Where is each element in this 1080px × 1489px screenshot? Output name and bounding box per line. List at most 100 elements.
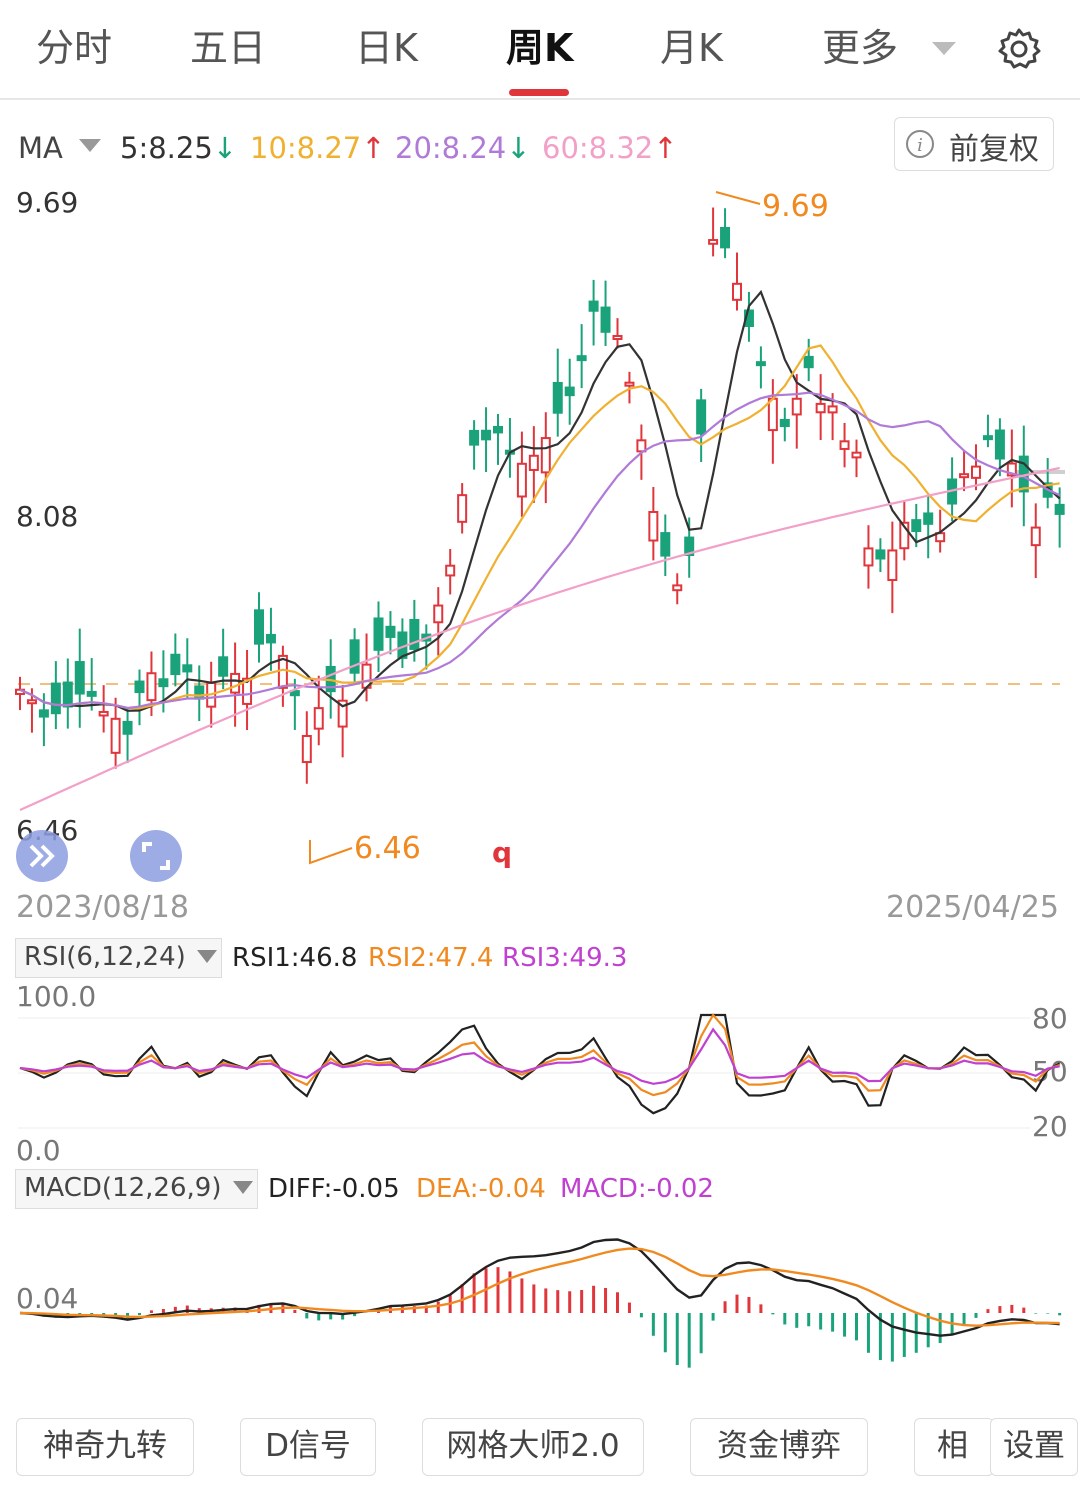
more-dropdown-icon[interactable] (930, 40, 958, 58)
candle-body (851, 451, 862, 459)
candle-body (755, 361, 766, 367)
candle-body (564, 386, 575, 397)
rsi-axis-top: 100.0 (16, 980, 97, 1013)
candle-body (62, 681, 73, 708)
ma20-value: 20:8.24↓ (395, 131, 531, 165)
candle-body (122, 720, 133, 735)
candle-body (672, 584, 683, 592)
rsi-chart[interactable] (0, 1010, 1080, 1140)
ma-dropdown-icon[interactable] (78, 138, 102, 154)
grid-master-button[interactable]: 网格大师2.0 (422, 1418, 644, 1476)
candle-body (493, 425, 503, 434)
candle-body (899, 521, 910, 550)
candle-body (588, 300, 599, 312)
candle-body (959, 473, 970, 479)
weekly-k-chart[interactable]: 9.69 6.46 q (0, 180, 1080, 880)
candle-body (624, 381, 635, 387)
candle-body (720, 226, 731, 249)
candle-body (74, 661, 85, 695)
candle-body (481, 429, 492, 441)
candle-body (313, 707, 324, 730)
diff-line (19, 1238, 1060, 1337)
candle-body (86, 690, 97, 697)
ma10-value: 10:8.27↑ (250, 131, 386, 165)
settings-button[interactable]: 设置 (990, 1418, 1078, 1476)
expand-sidebar-button[interactable] (16, 830, 68, 882)
candle-body (696, 399, 707, 435)
candle-body (875, 549, 886, 560)
candle-body (158, 678, 169, 688)
rsi2-value: RSI2:47.4 (368, 943, 494, 973)
candle-body (1054, 503, 1065, 515)
candles (15, 207, 1065, 784)
candle-body (732, 282, 742, 301)
candle-body (38, 709, 49, 718)
tab-monthly-k[interactable]: 月K (660, 26, 723, 70)
candle-body (254, 609, 264, 645)
rsi-dropdown-icon (197, 950, 217, 963)
candle-body (265, 633, 276, 644)
fund-game-button[interactable]: 资金博弈 (690, 1418, 868, 1476)
candle-body (923, 512, 934, 525)
ma60-value: 60:8.32↑ (542, 131, 678, 165)
candle-body (803, 355, 814, 369)
price-axis-mid: 8.08 (16, 500, 79, 533)
fullscreen-button[interactable] (130, 830, 182, 882)
tab-weekly-k[interactable]: 周K (506, 26, 574, 70)
tab-more[interactable]: 更多 (822, 26, 899, 70)
candle-body (863, 547, 874, 567)
gear-icon[interactable] (996, 26, 1042, 72)
candle-body (457, 494, 468, 523)
candle-body (528, 454, 539, 471)
rsi1-value: RSI1:46.8 (232, 943, 358, 973)
d-signal-button[interactable]: D信号 (240, 1418, 376, 1476)
rsi-selector[interactable]: RSI(6,12,24) (15, 938, 222, 978)
macd-selector[interactable]: MACD(12,26,9) (15, 1169, 258, 1209)
candle-body (289, 690, 300, 697)
candle-body (469, 429, 480, 446)
magic-nine-button[interactable]: 神奇九转 (16, 1418, 194, 1476)
start-date: 2023/08/18 (16, 890, 189, 925)
tab-five-day[interactable]: 五日 (190, 26, 267, 70)
candle-body (779, 418, 790, 428)
candle-body (516, 462, 527, 498)
price-adjust-button[interactable]: i 前复权 (894, 117, 1054, 171)
candle-body (218, 656, 229, 677)
candle-body (994, 429, 1005, 460)
candle-body (182, 664, 193, 673)
rsi-axis-bottom: 0.0 (16, 1134, 61, 1167)
candle-body (971, 465, 981, 479)
ma-lines (19, 289, 1061, 812)
candle-body (26, 699, 37, 705)
diff-value: DIFF:-0.05 (268, 1174, 400, 1204)
candle-body (1006, 462, 1017, 477)
candle-body (349, 639, 360, 674)
macd-axis-label: 0.04 (16, 1282, 79, 1315)
ma10-line (19, 344, 1060, 710)
high-annotation: 9.69 (762, 189, 829, 224)
ma60-line (19, 466, 1060, 812)
macd-chart[interactable] (0, 1210, 1080, 1400)
candle-body (552, 381, 563, 414)
ma5-value: 5:8.25↓ (120, 131, 238, 165)
candle-body (982, 435, 993, 441)
candle-body (385, 625, 396, 638)
ma5-line (19, 289, 1061, 712)
macd-value: MACD:-0.02 (560, 1174, 714, 1204)
candle-body (911, 519, 922, 533)
rsi3-line (19, 1027, 1060, 1085)
candle-body (648, 510, 659, 542)
candle-body (827, 405, 838, 414)
dea-value: DEA:-0.04 (416, 1174, 546, 1204)
similar-button[interactable]: 相 (914, 1418, 994, 1476)
end-date: 2025/04/25 (886, 890, 1059, 925)
candle-body (433, 604, 444, 624)
tab-daily-k[interactable]: 日K (355, 26, 418, 70)
candle-body (684, 536, 695, 557)
candle-body (98, 710, 109, 717)
tab-intraday[interactable]: 分时 (36, 26, 113, 70)
candle-body (146, 672, 157, 702)
candle-body (660, 532, 671, 557)
candle-body (50, 682, 61, 715)
ma-label[interactable]: MA (18, 131, 63, 165)
